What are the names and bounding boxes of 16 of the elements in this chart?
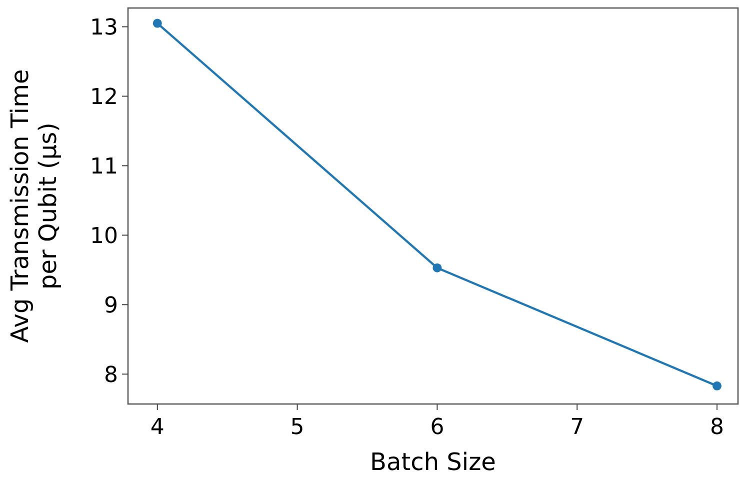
y-axis-title: Avg Transmission Time per Qubit (μs) xyxy=(6,69,62,343)
point xyxy=(712,381,722,390)
x-tick-label: 8 xyxy=(710,415,724,440)
y-tick-label: 13 xyxy=(90,15,118,40)
x-tick-label: 7 xyxy=(570,415,584,440)
y-tick-label: 10 xyxy=(90,224,118,249)
y-tick-label: 9 xyxy=(104,293,118,318)
x-tick-label: 6 xyxy=(430,415,444,440)
point xyxy=(152,18,162,28)
y-tick-label: 12 xyxy=(90,84,118,110)
point xyxy=(432,263,442,272)
x-axis-title: Batch Size xyxy=(370,448,496,476)
x-tick-label: 5 xyxy=(290,415,304,440)
x-tick-label: 4 xyxy=(150,415,164,440)
y-tick-label: 11 xyxy=(90,154,118,180)
y-tick-label: 8 xyxy=(104,362,118,388)
